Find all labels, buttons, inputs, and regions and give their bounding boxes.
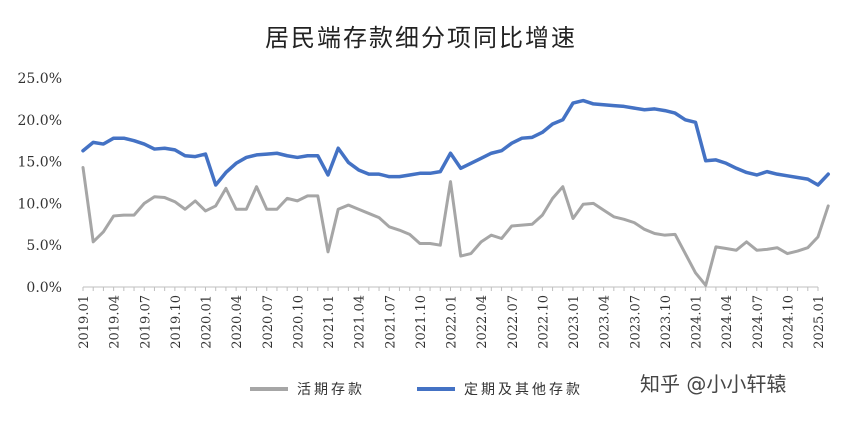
x-tick-label: 2023.01 (567, 295, 582, 349)
x-tick-label: 2021.07 (383, 295, 398, 349)
y-tick-label: 10.0% (18, 196, 62, 212)
x-tick-label: 2022.01 (445, 295, 460, 349)
chart-title: 居民端存款细分项同比增速 (265, 24, 577, 52)
legend: 活期存款 定期及其他存款 (250, 382, 583, 398)
series-layer (81, 98, 830, 287)
x-tick-label: 2023.04 (598, 295, 613, 349)
y-tick-label: 0.0% (26, 280, 62, 296)
y-tick-label: 25.0% (18, 71, 62, 87)
x-tick-label: 2020.04 (230, 295, 245, 349)
x-tick-label: 2021.10 (414, 295, 429, 349)
watermark: 知乎 @小小轩辕 (640, 372, 787, 396)
x-tick-label: 2025.01 (812, 295, 827, 349)
x-tick-label: 2022.04 (475, 295, 490, 349)
x-tick-label: 2020.07 (261, 295, 276, 349)
y-tick-label: 15.0% (18, 155, 62, 171)
series-line (81, 98, 830, 187)
x-tick-label: 2023.10 (659, 295, 674, 349)
x-tick-label: 2020.10 (291, 295, 306, 349)
x-tick-label: 2019.04 (108, 295, 123, 349)
x-tick-label: 2020.01 (200, 295, 215, 349)
legend-label: 活期存款 (297, 382, 365, 398)
x-tick-label: 2024.07 (751, 295, 766, 349)
y-tick-label: 5.0% (26, 238, 62, 254)
legend-label: 定期及其他存款 (464, 382, 583, 398)
x-tick-label: 2021.01 (322, 295, 337, 349)
x-tick-label: 2023.07 (628, 295, 643, 349)
x-tick-label: 2019.10 (169, 295, 184, 349)
x-tick-label: 2024.04 (720, 295, 735, 349)
x-tick-label: 2021.04 (353, 295, 368, 349)
x-tick-label: 2022.07 (506, 295, 521, 349)
series-line (81, 165, 830, 287)
x-tick-label: 2022.10 (536, 295, 551, 349)
x-tick-label: 2019.07 (138, 295, 153, 349)
x-tick-label: 2024.01 (690, 295, 705, 349)
x-tick-label: 2024.10 (781, 295, 796, 349)
y-tick-label: 20.0% (18, 113, 62, 129)
x-tick-label: 2019.01 (77, 295, 92, 349)
axes: 0.0% 5.0% 10.0% 15.0% 20.0% 25.0% 2019.01 2019.… (18, 71, 827, 349)
